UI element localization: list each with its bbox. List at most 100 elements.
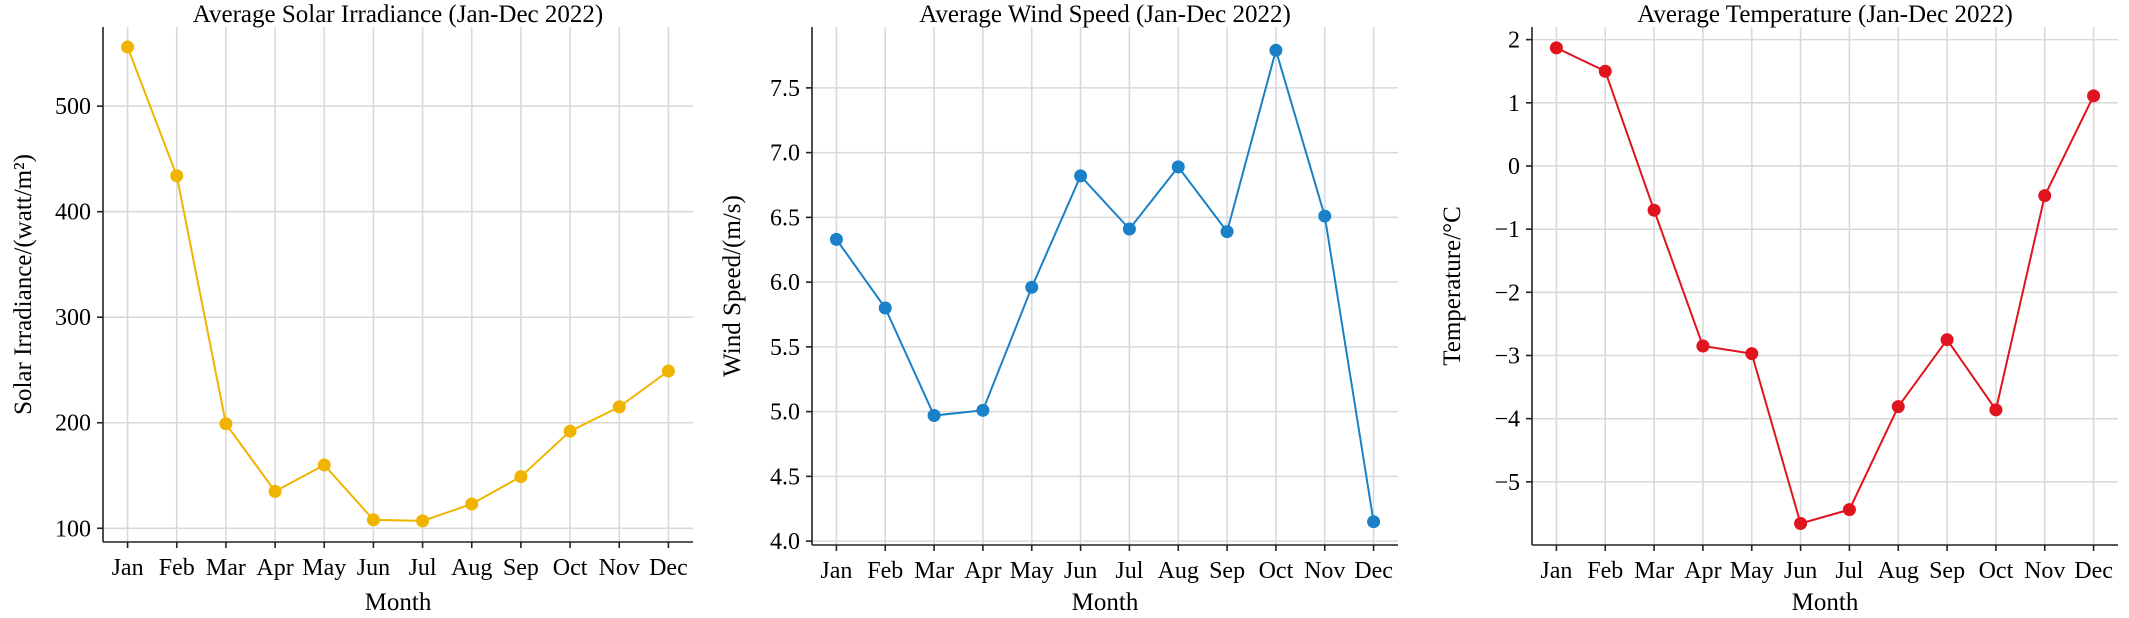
data-point [612,400,626,414]
y-tick-label: 5.5 [770,335,800,361]
x-tick-label: Apr [964,558,1001,584]
data-point [1549,41,1563,55]
x-tick-label: Aug [451,555,492,581]
x-tick-label: Aug [1158,558,1199,584]
x-tick-label: Dec [1354,558,1393,584]
y-tick-label: 4.0 [770,529,800,555]
data-point [1647,203,1661,217]
x-tick-label: Jan [1540,558,1572,584]
x-axis-label: Month [365,589,432,616]
data-point [416,514,430,528]
y-tick-label: 7.0 [770,141,800,167]
y-tick-label: 5.0 [770,400,800,426]
chart-panel-2: 4.0 4.5 5.0 5.5 6.0 6.5 7.0 7.5 Jan Feb Mar Apr May J… [719,1,1398,616]
data-point [1122,222,1136,236]
data-point [1074,169,1088,183]
y-axis-label: Temperature/°C [1439,206,1466,366]
chart-title: Average Solar Irradiance (Jan-Dec 2022) [193,1,603,28]
data-point [1989,403,2003,417]
chart-panel-3: −5 −4 −3 −2 −1 0 1 2 Jan Feb Mar Apr May Jun Jul Aug Sep… [1439,1,2118,616]
x-tick-label: Dec [2074,558,2113,584]
data-point [829,232,843,246]
y-axis-label: Solar Irradiance/(watt/m²) [10,154,37,415]
x-tick-label: Feb [867,558,903,584]
y-tick-label: −1 [1494,217,1520,243]
x-tick-label: Jan [112,555,144,581]
y-tick-label: 6.0 [770,270,800,296]
x-tick-label: Jun [357,555,390,581]
data-point [1940,333,1954,347]
x-tick-label: Nov [599,555,640,581]
x-tick-label: Oct [553,555,588,581]
data-point [563,424,577,438]
x-tick-label: Dec [649,555,688,581]
x-tick-label: Mar [1634,558,1674,584]
y-tick-label: 4.5 [770,464,800,490]
data-point [268,484,282,498]
data-point [1318,209,1332,223]
y-tick-label: 200 [55,411,91,437]
y-tick-label: −3 [1494,343,1520,369]
data-point [1598,64,1612,78]
x-tick-label: Nov [2024,558,2065,584]
x-tick-label: Jun [1784,558,1817,584]
x-tick-label: Oct [1259,558,1294,584]
x-tick-label: Sep [503,555,539,581]
y-tick-label: 6.5 [770,205,800,231]
data-point [878,301,892,315]
chart-panels: 100 200 300 400 500 Jan Feb Mar Apr May Jun Jul Aug S… [10,1,2118,616]
x-tick-label: May [302,555,346,581]
chart-title: Average Temperature (Jan-Dec 2022) [1637,1,2013,28]
data-point [927,409,941,422]
x-tick-label: Mar [914,558,954,584]
y-tick-label: 100 [55,516,91,542]
y-tick-label: 500 [55,94,91,120]
data-point [1891,400,1905,414]
data-point [661,364,675,378]
chart-panel-1: 100 200 300 400 500 Jan Feb Mar Apr May Jun Jul Aug S… [10,1,693,616]
series-line [1555,46,2095,525]
y-tick-label: 300 [55,305,91,331]
x-tick-label: Sep [1929,558,1965,584]
y-axis-label: Wind Speed/(m/s) [719,195,746,377]
x-axis-label: Month [1072,589,1139,616]
data-point [976,403,990,417]
data-point [1171,160,1185,174]
data-point [1269,43,1283,57]
data-point [317,458,331,472]
series-line [835,46,1375,522]
x-tick-label: Jun [1064,558,1097,584]
y-tick-label: −2 [1494,280,1520,306]
x-tick-label: Feb [1587,558,1623,584]
data-point [170,169,184,183]
x-tick-label: Aug [1878,558,1919,584]
x-axis-label: Month [1792,589,1859,616]
x-tick-label: Jul [409,555,437,581]
data-point [1842,503,1856,517]
data-point [2038,189,2052,203]
x-tick-label: May [1010,558,1054,584]
x-tick-label: Apr [1684,558,1721,584]
x-tick-label: Sep [1209,558,1245,584]
data-point [366,513,380,527]
series-line [126,46,670,522]
x-tick-label: Nov [1304,558,1345,584]
y-tick-label: 7.5 [770,76,800,102]
data-point [1220,225,1234,239]
x-tick-label: Feb [159,555,195,581]
y-tick-label: 2 [1508,28,1520,54]
y-tick-label: −5 [1494,470,1520,496]
y-tick-label: 0 [1508,154,1520,180]
data-point [121,40,135,54]
x-tick-label: Oct [1979,558,2014,584]
y-tick-label: −4 [1494,407,1520,433]
data-point [2087,89,2101,103]
x-tick-label: Jul [1115,558,1143,584]
data-point [465,497,479,511]
chart-title: Average Wind Speed (Jan-Dec 2022) [919,1,1291,28]
x-tick-label: Mar [206,555,246,581]
y-tick-label: 1 [1508,91,1520,117]
x-tick-label: Jul [1835,558,1863,584]
x-tick-label: May [1730,558,1774,584]
